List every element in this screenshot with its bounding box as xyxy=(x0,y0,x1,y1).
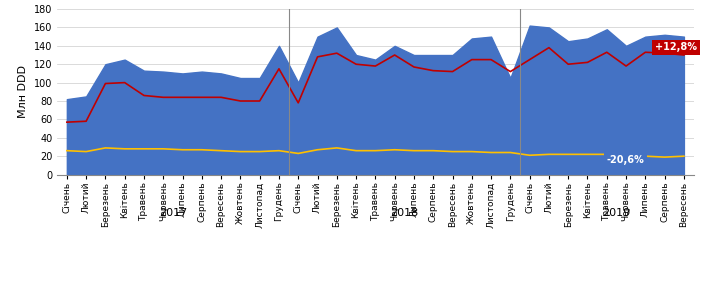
Text: +12,8%: +12,8% xyxy=(655,42,697,52)
Y-axis label: Млн DDD: Млн DDD xyxy=(19,65,29,118)
Text: -20,6%: -20,6% xyxy=(607,155,644,165)
Text: 2017: 2017 xyxy=(159,208,187,218)
Text: 2019: 2019 xyxy=(602,208,631,218)
Text: 2018: 2018 xyxy=(390,208,418,218)
